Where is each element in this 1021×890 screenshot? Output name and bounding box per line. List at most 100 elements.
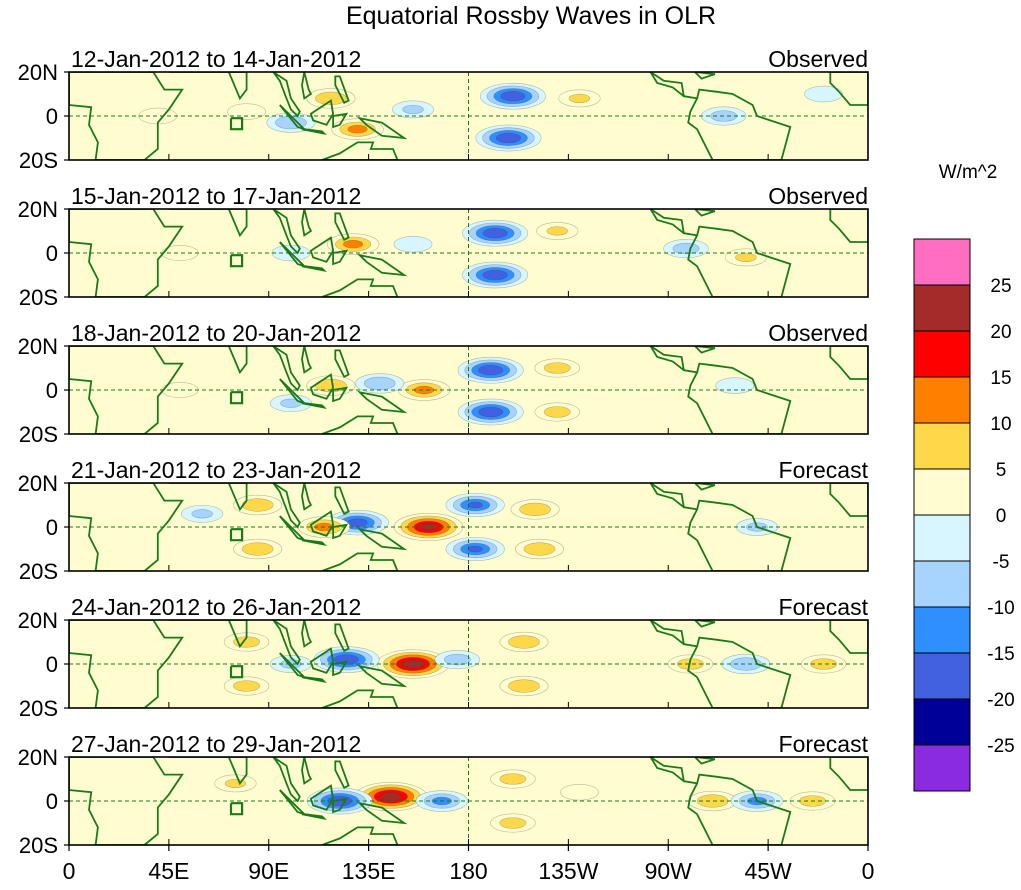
panel-5: 24-Jan-2012 to 26-Jan-2012 Forecast 20N 0 20…: [18, 594, 869, 721]
continent-outline: [69, 72, 868, 160]
colorbar-level-label: 25: [990, 276, 1011, 297]
anomaly-blob: [534, 402, 581, 422]
anomaly-blob: [214, 774, 257, 793]
colorbar-level-label: 15: [990, 368, 1011, 389]
y-tick-label: 20S: [19, 285, 58, 310]
panel-1: 12-Jan-2012 to 14-Jan-2012 Observed 20N 0 20…: [18, 46, 869, 173]
colorbar-level-label: -15: [987, 644, 1014, 665]
anomaly-blob: [479, 82, 546, 110]
anomaly-blob: [515, 538, 565, 560]
panel-stack: 12-Jan-2012 to 14-Jan-2012 Observed 20N 0 20…: [18, 46, 869, 858]
anomaly-blob: [534, 358, 581, 378]
anomaly-blob: [558, 89, 601, 108]
colorbar-units-label: W/m^2: [939, 162, 998, 183]
y-tick-label: 0: [46, 652, 58, 677]
colorbar-level-label: 0: [996, 506, 1007, 527]
anomaly-blob: [499, 675, 549, 697]
anomaly-blob: [800, 654, 847, 674]
panel-6: 27-Jan-2012 to 29-Jan-2012 Forecast 20N 0 20…: [18, 731, 869, 858]
colorbar-level-label: -5: [993, 552, 1010, 573]
y-tick-label: 20N: [18, 471, 58, 496]
y-tick-label: 20S: [19, 696, 58, 721]
anomaly-blob: [804, 85, 844, 103]
anomaly-blob: [181, 504, 224, 523]
anomaly-blob: [721, 653, 771, 675]
continent-outline: [69, 483, 868, 571]
y-tick-label: 20N: [18, 334, 58, 359]
x-axis: 0 45E 90E 135E 180 135W 90W 45W 0: [63, 845, 874, 884]
anomaly-blob: [233, 538, 283, 560]
y-tick-label: 20N: [18, 745, 58, 770]
region-box: [229, 391, 244, 405]
panel-kind-label: Forecast: [779, 731, 869, 757]
colorbar-swatch: [913, 330, 971, 378]
y-tick-label: 20S: [19, 559, 58, 584]
anomaly-blob: [445, 492, 505, 518]
x-tick-label: 90E: [248, 858, 289, 884]
y-tick-label: 0: [46, 241, 58, 266]
panel-period-label: 12-Jan-2012 to 14-Jan-2012: [71, 46, 361, 72]
y-tick-label: 0: [46, 789, 58, 814]
region-box: [229, 528, 244, 542]
anomaly-blob: [391, 100, 435, 119]
y-tick-label: 20S: [19, 148, 58, 173]
x-tick-label: 135W: [538, 858, 598, 884]
colorbar-swatch: [913, 698, 971, 746]
anomaly-blob: [462, 261, 529, 289]
colorbar-swatch: [913, 376, 971, 424]
anomaly-blob: [306, 787, 373, 815]
anomaly-blob: [715, 377, 755, 394]
panel-period-label: 18-Jan-2012 to 20-Jan-2012: [71, 320, 361, 346]
colorbar-level-label: 5: [996, 460, 1007, 481]
anomaly-blob: [434, 650, 481, 670]
panel-kind-label: Observed: [768, 46, 868, 72]
y-tick-label: 20N: [18, 60, 58, 85]
y-tick-label: 0: [46, 378, 58, 403]
anomaly-blob: [393, 235, 433, 253]
colorbar-level-label: 10: [990, 414, 1011, 435]
region-box: [229, 665, 244, 679]
panel-2: 15-Jan-2012 to 17-Jan-2012 Observed 20N 0 20…: [18, 183, 869, 310]
anomaly-blob: [667, 654, 714, 674]
colorbar-level-label: 20: [990, 322, 1011, 343]
colorbar: W/m^2 25 20 15 10 5 0 -5 -10 -15 -20 -25: [913, 162, 1015, 792]
colorbar-swatch: [913, 744, 971, 792]
continent-outline: [69, 757, 868, 845]
anomaly-blob: [475, 124, 542, 152]
y-tick-label: 20N: [18, 197, 58, 222]
panel-kind-label: Forecast: [779, 594, 869, 620]
x-tick-label: 135E: [342, 858, 396, 884]
y-tick-label: 0: [46, 104, 58, 129]
anomaly-blob: [663, 239, 709, 259]
anomaly-blob: [445, 536, 505, 562]
panel-period-label: 27-Jan-2012 to 29-Jan-2012: [71, 731, 361, 757]
colorbar-level-label: -20: [987, 690, 1014, 711]
anomaly-blob: [223, 676, 270, 696]
colorbar-swatch: [913, 422, 971, 470]
y-tick-label: 20S: [19, 833, 58, 858]
x-tick-label: 45W: [744, 858, 792, 884]
panel-kind-label: Forecast: [779, 457, 869, 483]
anomaly-blob: [269, 394, 313, 413]
colorbar-swatch: [913, 514, 971, 562]
continent-outline: [69, 346, 868, 434]
x-tick-label: 90W: [645, 858, 693, 884]
colorbar-swatch: [913, 238, 971, 286]
y-tick-label: 0: [46, 515, 58, 540]
anomaly-blob: [457, 398, 524, 426]
colorbar-swatch: [913, 606, 971, 654]
colorbar-swatch: [913, 560, 971, 608]
region-box: [229, 802, 244, 816]
y-tick-label: 20S: [19, 422, 58, 447]
continent-outline: [69, 620, 868, 708]
anomaly-blob: [536, 222, 579, 240]
colorbar-swatch: [913, 284, 971, 332]
panel-kind-label: Observed: [768, 320, 868, 346]
anomaly-blob: [233, 494, 283, 516]
x-tick-label: 0: [63, 858, 76, 884]
x-tick-label: 45E: [148, 858, 189, 884]
anomaly-blob: [688, 790, 738, 812]
panel-kind-label: Observed: [768, 183, 868, 209]
region-box: [229, 254, 244, 268]
